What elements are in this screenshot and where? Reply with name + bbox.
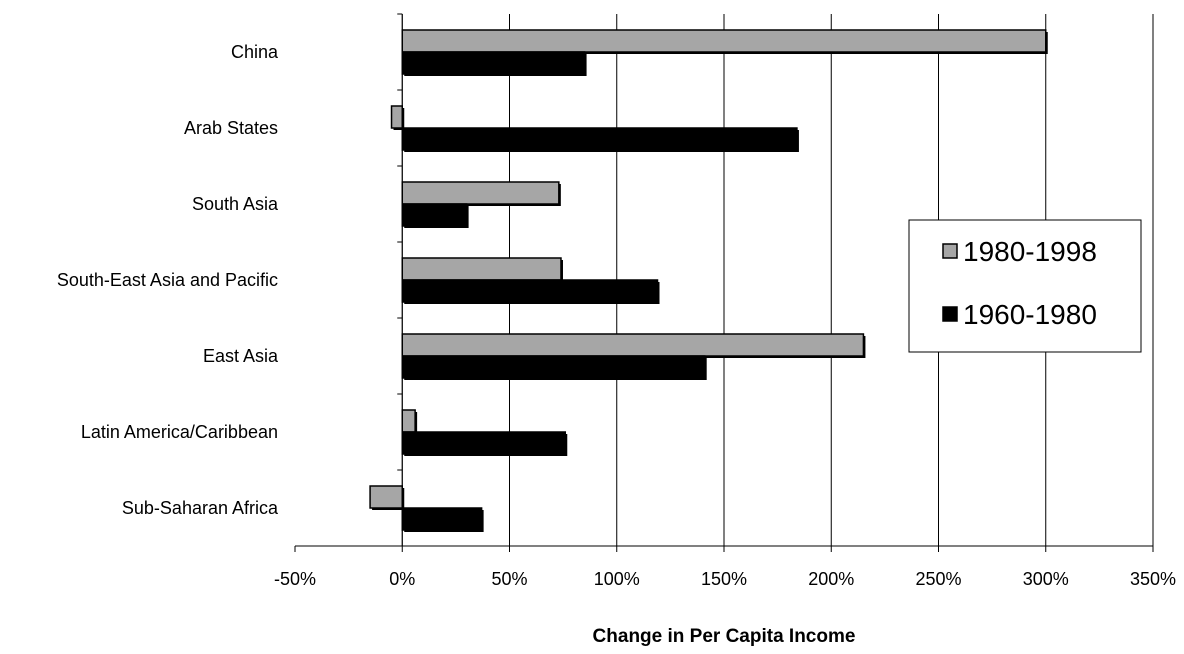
legend-label: 1960-1980 [963,299,1097,330]
x-tick-label: 150% [701,569,747,589]
axes [294,13,1154,552]
legend-swatch [942,243,958,259]
x-axis-title: Change in Per Capita Income [593,626,856,647]
bar [401,181,560,205]
x-tick-label: 0% [389,569,415,589]
category-labels: China Arab States South Asia South-East Asi… [57,42,279,518]
bar [401,203,468,227]
x-tick-label: -50% [274,569,316,589]
x-tick-label: 100% [594,569,640,589]
bar [401,127,798,151]
bar [401,507,483,531]
legend-label: 1980-1998 [963,236,1097,267]
category-label: Arab States [184,118,278,138]
x-tick-label: 350% [1130,569,1176,589]
bar [369,485,404,509]
bar [401,29,1047,53]
category-label: Latin America/Caribbean [81,422,278,442]
x-tick-label: 300% [1023,569,1069,589]
bar [401,333,865,357]
category-label: China [231,42,279,62]
bar [401,355,706,379]
bar [401,279,659,303]
x-tick-label: 200% [808,569,854,589]
category-label: Sub-Saharan Africa [122,498,279,518]
category-label: South-East Asia and Pacific [57,270,278,290]
x-tick-label: 50% [491,569,527,589]
bars [369,29,1048,532]
bar [390,105,403,129]
legend-swatch [942,306,958,322]
x-tick-label: 250% [915,569,961,589]
bar [401,257,562,281]
legend: 1980-1998 1960-1980 [908,219,1142,353]
category-label: East Asia [203,346,279,366]
bar [401,431,567,455]
bar [401,51,586,75]
tick-labels: -50% 0% 50% 100% 150% 200% 250% 300% 350% [274,569,1176,589]
legend-box [908,219,1142,353]
category-label: South Asia [192,194,279,214]
bar [401,409,416,433]
